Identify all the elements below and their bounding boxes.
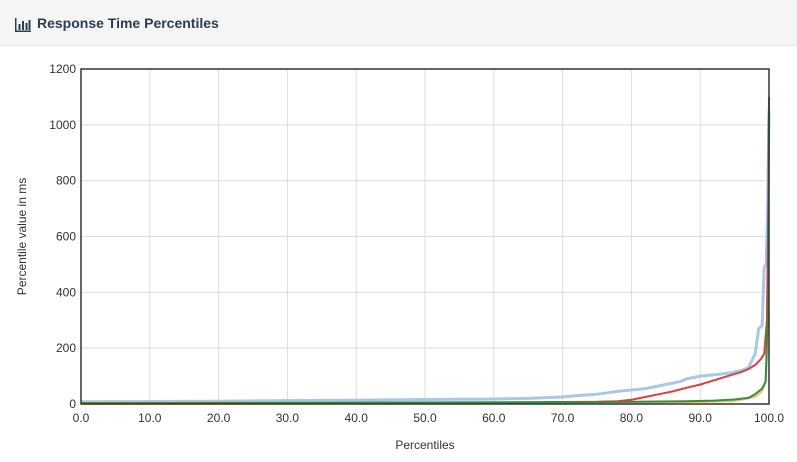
y-tick-label: 1000 [49,118,76,132]
x-tick-label: 100.0 [754,411,784,425]
percentiles-chart: 0.0 10.0 20.0 30.0 40.0 50.0 60.0 70.0 80.0 90.0 1… [15,62,784,452]
y-tick-label: 200 [56,341,76,355]
series-line-1 [80,110,771,404]
x-tick-label: 90.0 [689,411,713,425]
chart-ticks: 0.0 10.0 20.0 30.0 40.0 50.0 60.0 70.0 80.0 90.0 1… [49,62,784,425]
x-tick-label: 40.0 [345,411,369,425]
bar-chart-icon [15,18,31,32]
chart-series [80,96,771,405]
y-tick-label: 1200 [49,62,76,76]
x-tick-label: 20.0 [207,411,231,425]
chart-grid [80,68,770,405]
y-tick-label: 800 [56,174,76,188]
x-tick-label: 80.0 [620,411,644,425]
x-axis-title: Percentiles [395,438,454,452]
y-tick-label: 0 [69,397,76,411]
x-tick-label: 30.0 [276,411,300,425]
x-tick-label: 60.0 [482,411,506,425]
panel-title: Response Time Percentiles [37,15,219,31]
y-axis-title: Percentile value in ms [15,178,29,295]
plot-border [80,68,770,405]
y-tick-label: 600 [56,230,76,244]
x-tick-label: 0.0 [73,411,90,425]
x-tick-label: 70.0 [551,411,575,425]
y-tick-label: 400 [56,285,76,299]
x-tick-label: 10.0 [138,411,162,425]
series-line-4 [80,102,770,405]
x-tick-label: 50.0 [413,411,437,425]
panel-header: Response Time Percentiles [0,0,797,46]
